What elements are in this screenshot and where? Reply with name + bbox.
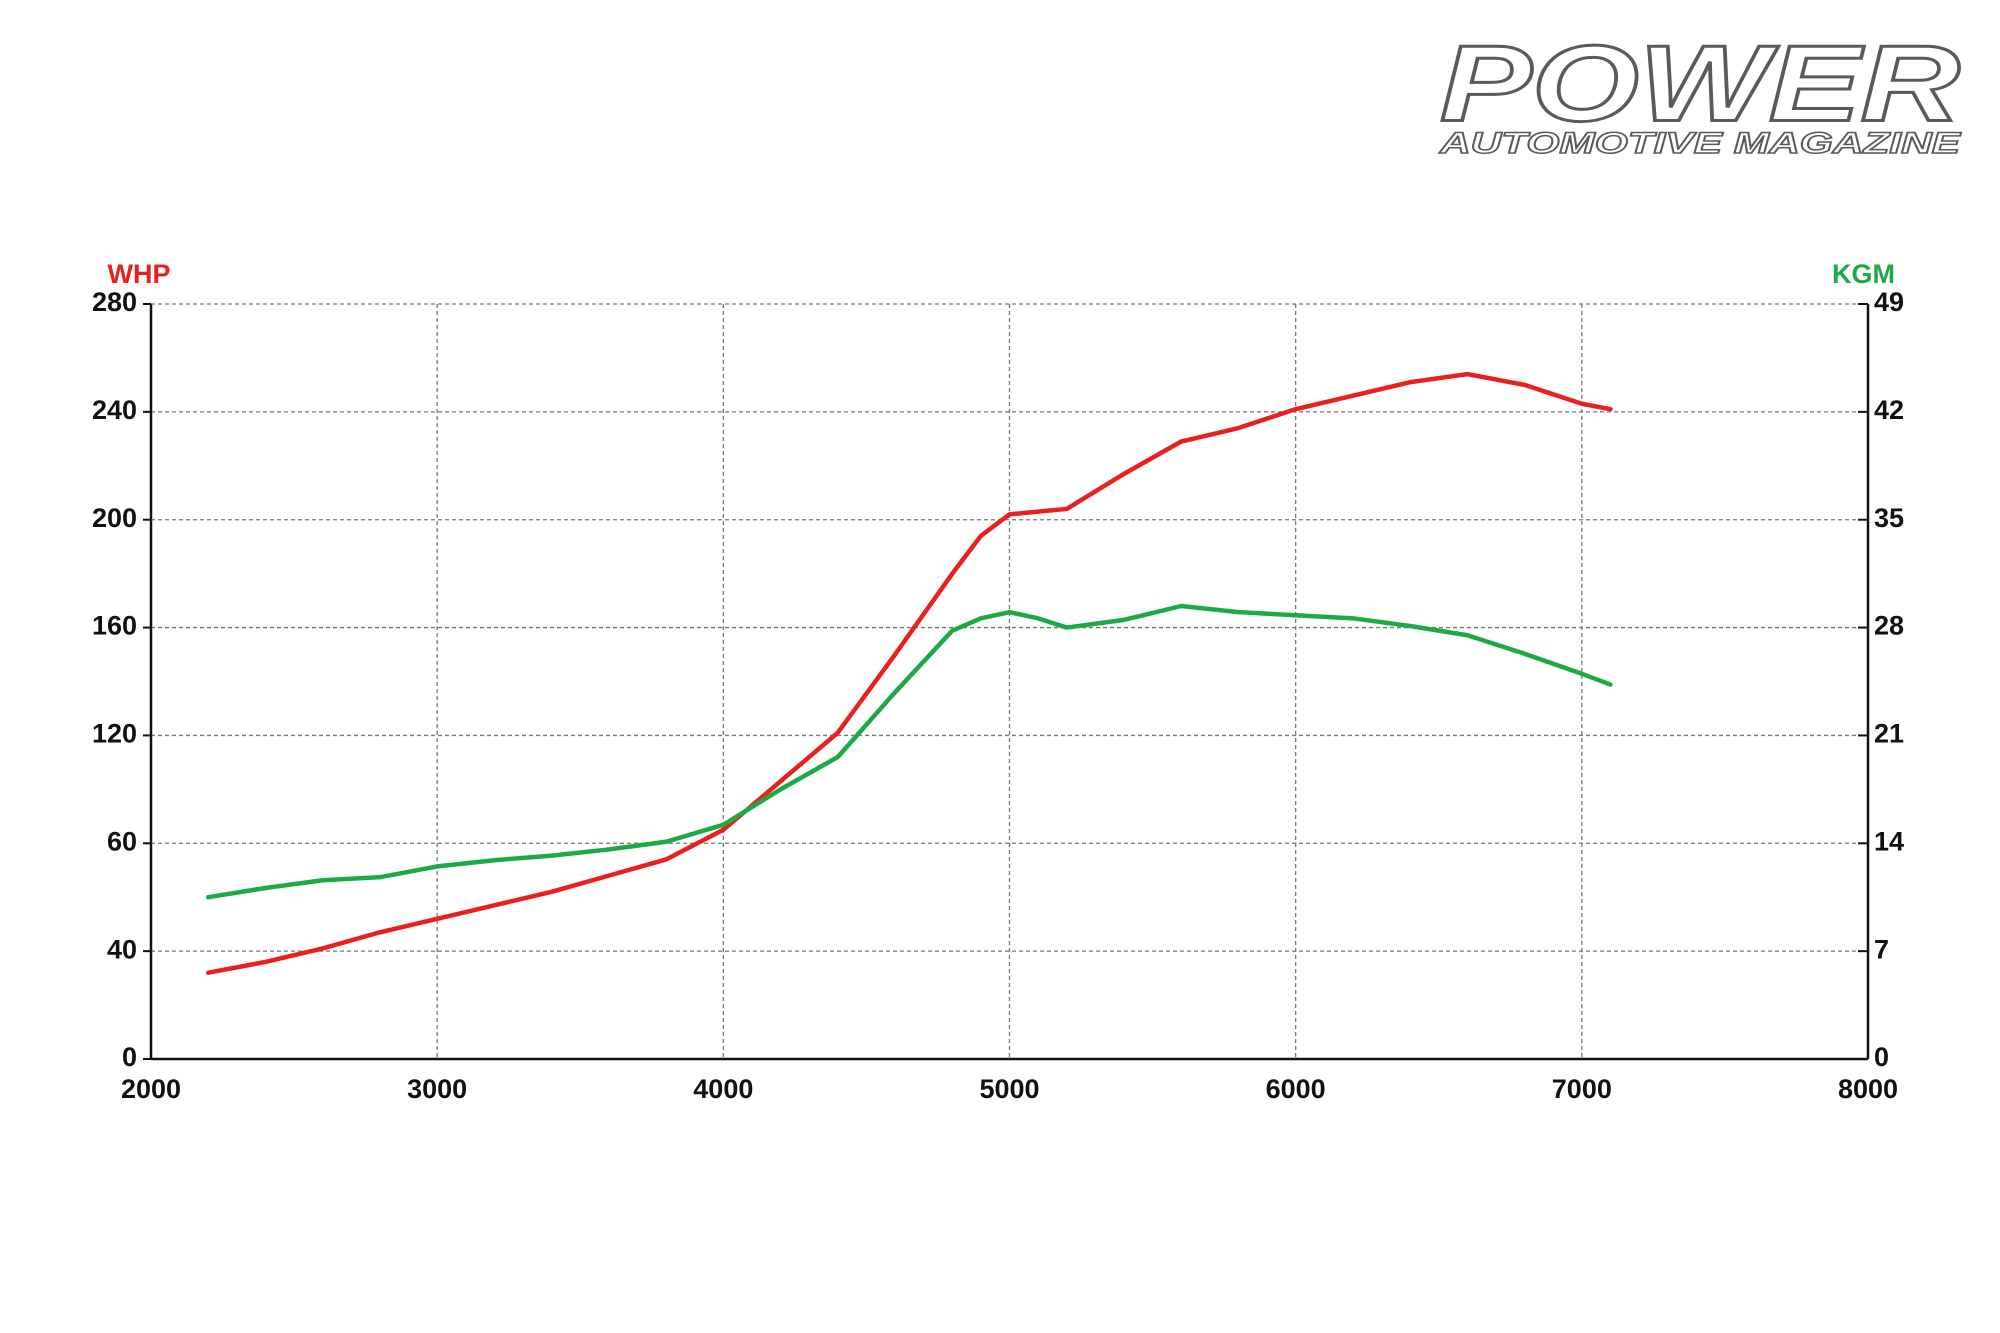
y-tick-label: 40 [107,934,137,964]
x-tick-label: 2000 [121,1074,181,1104]
x-tick-label: 3000 [407,1074,467,1104]
y2-axis-title: KGM [1832,259,1895,289]
x-tick-label: 4000 [693,1074,753,1104]
logo-title: POWER [1440,23,1960,144]
y2-tick-label: 0 [1874,1042,1889,1072]
y-tick-label: 280 [92,287,137,317]
y-tick-label: 240 [92,395,137,425]
y-tick-label: 120 [92,719,137,749]
logo-subtitle: AUTOMOTIVE MAGAZINE [1439,127,1962,160]
y2-tick-label: 21 [1874,719,1904,749]
y-tick-label: 200 [92,503,137,533]
y-tick-label: 60 [107,826,137,856]
y2-tick-label: 49 [1874,287,1904,317]
y2-tick-label: 7 [1874,934,1889,964]
y2-tick-label: 14 [1874,826,1904,856]
y2-tick-label: 42 [1874,395,1904,425]
y-tick-label: 0 [122,1042,137,1072]
y-tick-label: 160 [92,611,137,641]
y2-tick-label: 35 [1874,503,1904,533]
series-line [205,603,1613,900]
x-tick-label: 6000 [1266,1074,1326,1104]
logo: POWER AUTOMOTIVE MAGAZINE [1438,21,1962,161]
y-axis-title: WHP [108,259,171,289]
x-tick-label: 8000 [1838,1074,1898,1104]
x-tick-label: 7000 [1552,1074,1612,1104]
series-line [205,371,1613,975]
x-tick-label: 5000 [979,1074,1039,1104]
y2-tick-label: 28 [1874,611,1904,641]
